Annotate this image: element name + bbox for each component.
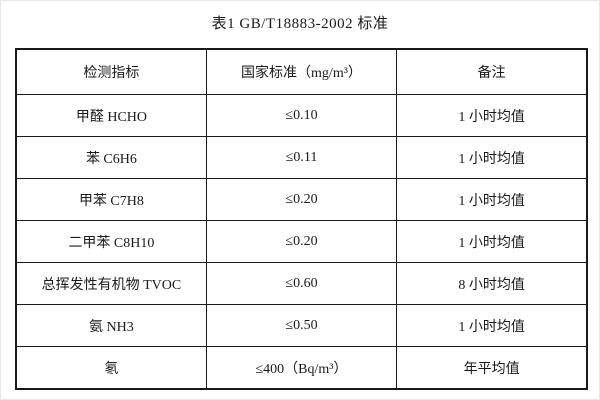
header-cell-remark: 备注 — [396, 48, 588, 95]
table-row: 二甲苯 C8H10 ≤0.20 1 小时均值 — [15, 220, 588, 263]
table-row: 氡 ≤400（Bq/m³） 年平均值 — [15, 346, 588, 390]
table-cell: ≤0.50 — [205, 304, 398, 347]
table-cell: 1 小时均值 — [396, 220, 588, 263]
table-cell: ≤0.20 — [205, 178, 398, 221]
table-cell: 年平均值 — [396, 346, 588, 390]
table-cell: 1 小时均值 — [396, 304, 588, 347]
table-cell: 氡 — [15, 346, 207, 390]
table-row: 甲醛 HCHO ≤0.10 1 小时均值 — [15, 94, 588, 137]
table-cell: ≤0.11 — [205, 136, 398, 179]
table-cell: 1 小时均值 — [396, 136, 588, 179]
table-cell: ≤400（Bq/m³） — [205, 346, 398, 390]
header-row: 检测指标 国家标准（mg/m³） 备注 — [15, 48, 588, 95]
table-cell: ≤0.20 — [205, 220, 398, 263]
table-body: 甲醛 HCHO ≤0.10 1 小时均值苯 C6H6 ≤0.11 1 小时均值 甲苯 C7… — [15, 94, 588, 390]
table-cell: 苯 C6H6 — [15, 136, 207, 179]
table-cell: 氨 NH3 — [15, 304, 207, 347]
table-caption: 表1 GB/T18883-2002 标准 — [211, 16, 389, 32]
table-cell: 1 小时均值 — [396, 178, 588, 221]
table-row: 甲苯 C7H8 ≤0.20 1 小时均值 — [15, 178, 588, 221]
header-cell-standard: 国家标准（mg/m³） — [205, 48, 398, 95]
table-cell: 甲苯 C7H8 — [15, 178, 207, 221]
table-cell: 甲醛 HCHO — [15, 94, 207, 137]
table-header: 检测指标 国家标准（mg/m³） 备注 — [15, 48, 588, 95]
table-cell: 总挥发性有机物 TVOC — [15, 262, 207, 305]
table-cell: ≤0.60 — [205, 262, 398, 305]
table-cell: 1 小时均值 — [396, 94, 588, 137]
standards-table: 检测指标 国家标准（mg/m³） 备注 甲醛 HCHO ≤0.10 1 小时均值苯 … — [15, 48, 588, 390]
table-cell: 8 小时均值 — [396, 262, 588, 305]
table-cell: ≤0.10 — [205, 94, 398, 137]
table-row: 苯 C6H6 ≤0.11 1 小时均值 — [15, 136, 588, 179]
table-row: 氨 NH3 ≤0.50 1 小时均值 — [15, 304, 588, 347]
table-row: 总挥发性有机物 TVOC ≤0.60 8 小时均值 — [15, 262, 588, 305]
header-cell-indicator: 检测指标 — [15, 48, 207, 95]
table-cell: 二甲苯 C8H10 — [15, 220, 207, 263]
